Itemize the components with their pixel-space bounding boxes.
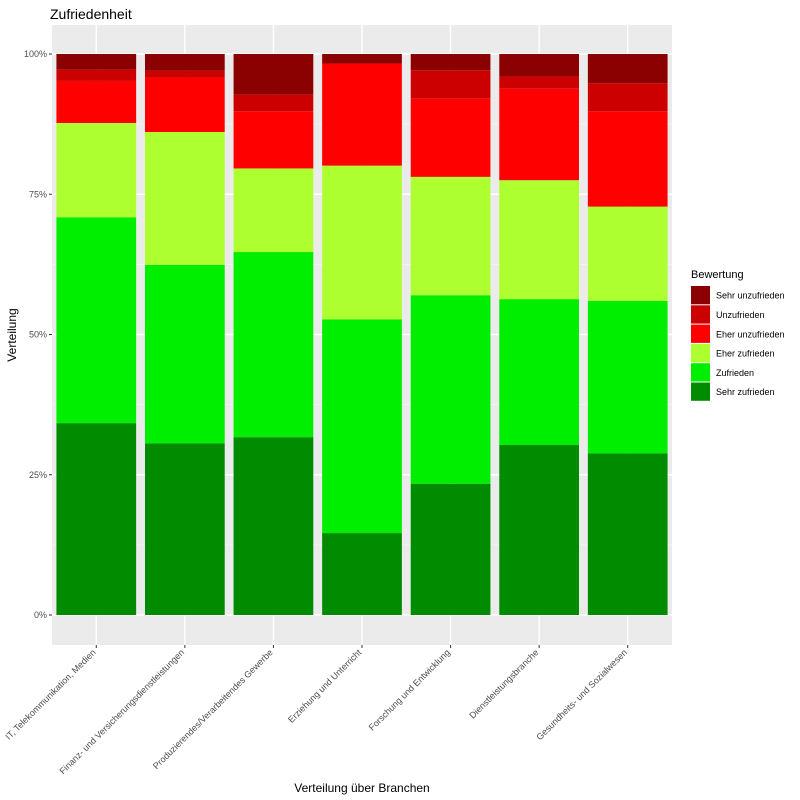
- legend-key: [691, 305, 710, 324]
- bar-segment: [499, 88, 579, 181]
- bar-segment: [233, 168, 314, 253]
- bar-segment: [145, 131, 225, 265]
- bar-segment: [233, 437, 314, 615]
- bar-segment: [56, 423, 137, 615]
- bar-segment: [587, 300, 668, 454]
- bar-segment: [145, 54, 225, 71]
- bar-segment: [322, 165, 402, 320]
- chart-title: Zufriedenheit: [50, 6, 132, 22]
- bar-segment: [499, 299, 579, 446]
- bar-segment: [410, 54, 491, 71]
- bar-segment: [410, 70, 491, 99]
- legend: Bewertung Sehr unzufrieden Unzufrieden Ehe…: [691, 269, 785, 401]
- bar-segment: [499, 76, 579, 89]
- legend-key: [691, 286, 710, 305]
- legend-key: [691, 343, 710, 363]
- y-axis-title: Verteilung: [5, 308, 19, 361]
- bar-segment: [145, 70, 225, 78]
- bar-segment: [145, 264, 225, 444]
- x-tick-label: Gesundheits- und Sozialwesen: [534, 647, 629, 742]
- bar-segment: [587, 111, 668, 207]
- x-tick-label: Dienstleistungsbranche: [467, 647, 540, 720]
- x-tick-label: Erziehung und Unterricht: [286, 647, 364, 725]
- bar-segment: [233, 111, 314, 169]
- legend-key: [691, 363, 710, 382]
- bar-segment: [233, 54, 314, 95]
- bar-segment: [499, 54, 579, 77]
- bar-segment: [145, 77, 225, 132]
- bar-segment: [56, 217, 137, 424]
- bar-segment: [322, 533, 402, 615]
- bar-segment: [587, 453, 668, 615]
- y-tick-label: 50%: [29, 330, 47, 340]
- bar-segment: [499, 180, 579, 300]
- legend-label: Eher unzufrieden: [716, 329, 785, 339]
- bar-segment: [587, 206, 668, 301]
- bar-segment: [145, 443, 225, 615]
- legend-label: Zufrieden: [716, 368, 754, 378]
- legend-key: [691, 382, 710, 401]
- y-axis: 0% 25% 50% 75% 100%: [24, 49, 52, 620]
- bar-segment: [233, 94, 314, 112]
- legend-label: Sehr unzufrieden: [716, 291, 785, 301]
- legend-title: Bewertung: [691, 269, 744, 281]
- bar-segment: [410, 176, 491, 296]
- bar-segment: [410, 295, 491, 484]
- y-tick-label: 100%: [24, 49, 47, 59]
- bar-segment: [499, 445, 579, 615]
- legend-label: Unzufrieden: [716, 310, 765, 320]
- bar-segment: [56, 54, 137, 70]
- y-tick-label: 25%: [29, 470, 47, 480]
- legend-label: Eher zufrieden: [716, 349, 775, 359]
- bar-segment: [233, 252, 314, 438]
- bar-segment: [56, 80, 137, 124]
- bar-segment: [56, 123, 137, 218]
- bar-segment: [587, 83, 668, 112]
- bar-segment: [322, 63, 402, 166]
- y-tick-label: 75%: [29, 189, 47, 199]
- bar-segment: [56, 69, 137, 81]
- bar-segment: [322, 54, 402, 64]
- bars: [56, 54, 668, 615]
- y-tick-label: 0%: [34, 610, 47, 620]
- x-tick-label: IT, Telekommunikation, Medien: [3, 647, 97, 741]
- legend-key: [691, 324, 710, 343]
- bar-segment: [410, 483, 491, 615]
- legend-label: Sehr zufrieden: [716, 387, 775, 397]
- bar-segment: [587, 54, 668, 84]
- x-axis-title: Verteilung über Branchen: [294, 781, 429, 795]
- bar-segment: [410, 98, 491, 177]
- x-tick-label: Forschung und Entwicklung: [367, 647, 452, 732]
- bar-segment: [322, 319, 402, 534]
